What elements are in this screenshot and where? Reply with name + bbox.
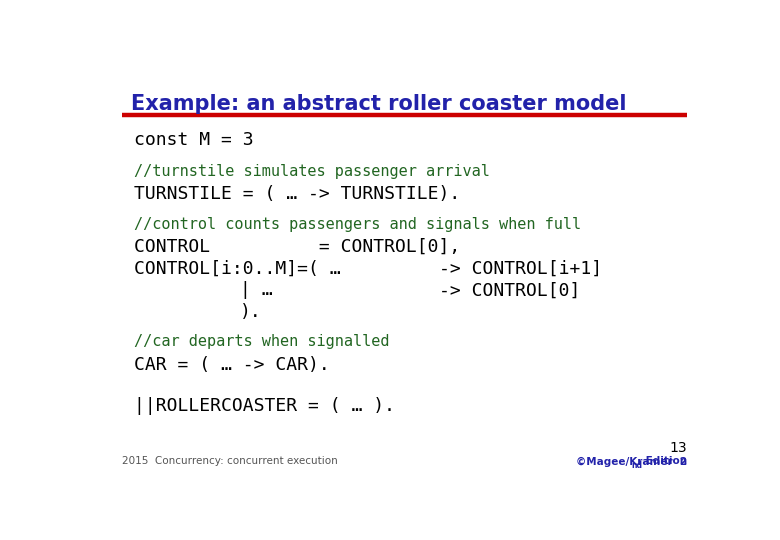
Text: ©Magee/Kramer  2: ©Magee/Kramer 2 [576,456,687,467]
Text: TURNSTILE = ( … -> TURNSTILE).: TURNSTILE = ( … -> TURNSTILE). [134,185,460,204]
Text: 13: 13 [669,441,687,455]
Text: -> CONTROL[i+1]: -> CONTROL[i+1] [439,260,602,278]
Text: CONTROL[i:0..M]=( …: CONTROL[i:0..M]=( … [134,260,340,278]
Text: 2015  Concurrency: concurrent execution: 2015 Concurrency: concurrent execution [122,456,338,467]
Text: nd: nd [632,461,643,470]
Text: //turnstile simulates passenger arrival: //turnstile simulates passenger arrival [134,164,490,179]
Text: -> CONTROL[0]: -> CONTROL[0] [439,281,580,300]
Text: const M = 3: const M = 3 [134,131,254,150]
Text: CAR = ( … -> CAR).: CAR = ( … -> CAR). [134,356,329,374]
Text: //control counts passengers and signals when full: //control counts passengers and signals … [134,217,581,232]
Text: //car departs when signalled: //car departs when signalled [134,334,389,349]
Text: Edition: Edition [642,456,687,467]
Text: Example: an abstract roller coaster model: Example: an abstract roller coaster mode… [131,94,626,114]
Text: ||ROLLERCOASTER = ( … ).: ||ROLLERCOASTER = ( … ). [134,397,395,415]
Text: | …: | … [239,281,272,300]
Text: CONTROL          = CONTROL[0],: CONTROL = CONTROL[0], [134,238,460,256]
Text: ).: ). [239,303,261,321]
